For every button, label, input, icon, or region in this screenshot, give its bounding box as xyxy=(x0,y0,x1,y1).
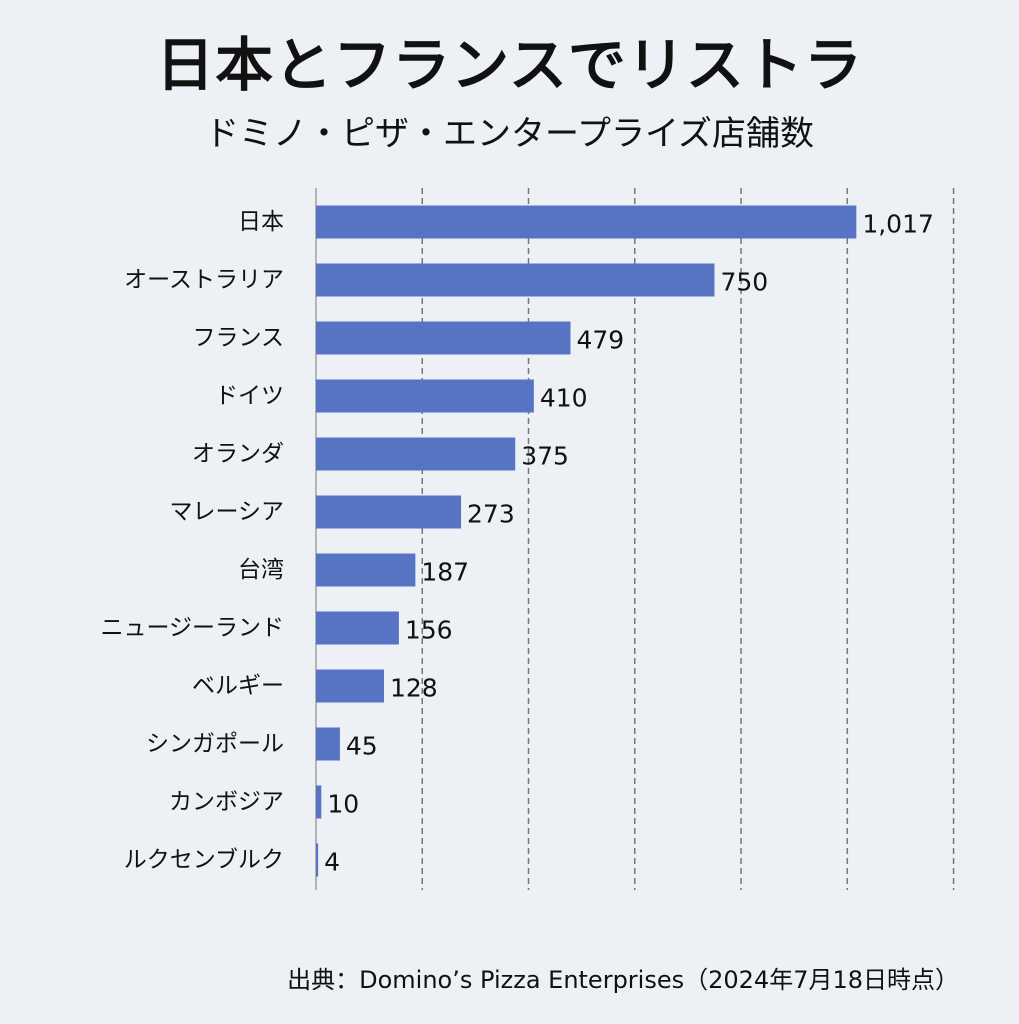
value-label-11: 10 xyxy=(327,790,359,819)
bar-4 xyxy=(316,379,534,413)
bar-1 xyxy=(316,205,857,239)
category-labels: 日本オーストラリアフランスドイツオランダマレーシア台湾ニュージーランドベルギーシ… xyxy=(100,209,284,873)
category-label-2: オーストラリア xyxy=(124,267,284,293)
gridlines xyxy=(315,188,955,890)
chart-title: 日本とフランスでリストラ xyxy=(156,31,863,99)
value-label-1: 1,017 xyxy=(862,210,934,239)
bar-12 xyxy=(316,843,319,877)
bar-9 xyxy=(316,669,385,703)
value-label-8: 156 xyxy=(405,616,453,645)
bar-6 xyxy=(316,495,462,529)
chart-subtitle: ドミノ・ピザ・エンタープライズ店舗数 xyxy=(205,114,814,154)
category-label-11: カンボジア xyxy=(169,789,284,815)
category-label-12: ルクセンブルク xyxy=(124,847,284,873)
category-label-6: マレーシア xyxy=(169,499,284,525)
source-note: 出典：Domino’s Pizza Enterprises（2024年7月18日… xyxy=(287,966,959,994)
bar-chart: 日本オーストラリアフランスドイツオランダマレーシア台湾ニュージーランドベルギーシ… xyxy=(100,188,955,890)
value-label-7: 187 xyxy=(421,558,469,587)
category-label-4: ドイツ xyxy=(215,383,284,409)
value-label-6: 273 xyxy=(467,500,515,529)
category-label-3: フランス xyxy=(192,325,284,351)
bar-11 xyxy=(316,785,322,819)
category-label-5: オランダ xyxy=(192,441,284,467)
category-label-7: 台湾 xyxy=(238,557,284,583)
category-label-1: 日本 xyxy=(238,209,284,235)
value-label-9: 128 xyxy=(390,674,438,703)
category-label-9: ベルギー xyxy=(192,673,284,699)
value-label-10: 45 xyxy=(346,732,378,761)
value-label-2: 750 xyxy=(720,268,768,297)
value-label-12: 4 xyxy=(324,848,340,877)
bar-3 xyxy=(316,321,571,355)
category-label-8: ニュージーランド xyxy=(100,615,284,641)
bar-5 xyxy=(316,437,516,471)
bar-10 xyxy=(316,727,340,761)
bars xyxy=(316,205,857,877)
bar-7 xyxy=(316,553,416,587)
bar-8 xyxy=(316,611,399,645)
bar-2 xyxy=(316,263,715,297)
category-label-10: シンガポール xyxy=(146,731,284,757)
value-label-5: 375 xyxy=(521,442,569,471)
value-label-3: 479 xyxy=(576,326,624,355)
value-label-4: 410 xyxy=(540,384,588,413)
